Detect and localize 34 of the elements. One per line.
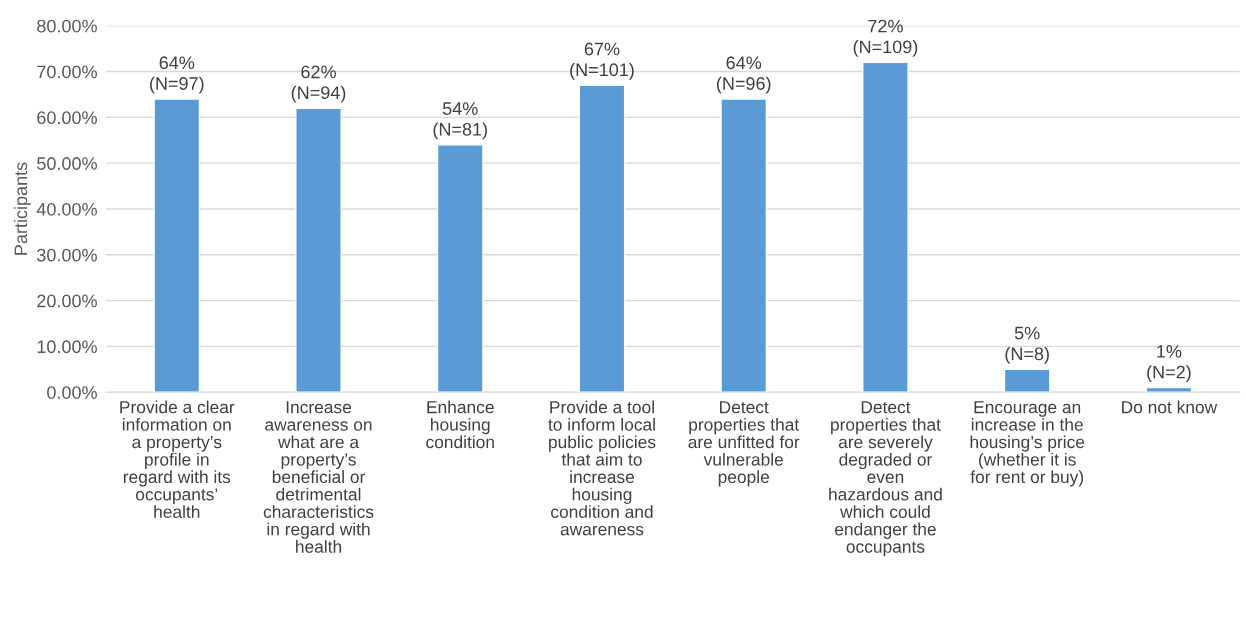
x-tick-label: Enhance housing condition: [426, 400, 494, 449]
bar: [578, 84, 626, 393]
data-label: 1% (N=2): [1147, 345, 1191, 383]
bar: [153, 98, 201, 393]
bar: [720, 98, 768, 393]
data-label: 62% (N=94): [291, 65, 346, 103]
x-tick-label: Provide a clear information on a property’s profile in regard with its occupants’ health: [120, 400, 235, 518]
bar: [1003, 368, 1051, 393]
category-label: Detect properties that are severely degraded or even hazardous and which could endanger the occupants: [829, 401, 942, 557]
x-tick-label: Detect properties that are unfitted for vulnerable people: [688, 401, 800, 487]
y-axis-title: Participants: [13, 162, 31, 255]
bar: [295, 107, 342, 393]
bar: [862, 61, 909, 393]
category-label: Increase awareness on what are a property’s beneficial or detrimental characteristics in regard with health: [263, 401, 374, 553]
data-label: 64% (N=96): [716, 56, 771, 94]
y-tick-label: 70.00%: [37, 65, 97, 79]
y-tick-label: 10.00%: [37, 340, 97, 354]
y-tick-label: 30.00%: [37, 248, 97, 262]
x-tick-label: Encourage an increase in the housing’s price (whether it is for rent or buy): [970, 401, 1085, 487]
data-label: 54% (N=81): [433, 102, 487, 140]
bar: [436, 144, 484, 393]
data-label: 64% (N=97): [150, 56, 204, 94]
y-tick-label: 20.00%: [37, 294, 97, 308]
y-tick-label: 0.00%: [47, 386, 97, 399]
data-label: 5% (N=8): [1005, 326, 1049, 364]
data-label: 67% (N=101): [570, 42, 634, 80]
bar: [1145, 386, 1193, 393]
y-tick-label: 50.00%: [37, 157, 97, 170]
y-tick-label: 60.00%: [37, 111, 97, 125]
x-tick-label: Provide a tool to inform local public policies that aim to increase housing condition and awareness: [548, 400, 656, 536]
y-tick-label: 80.00%: [37, 19, 97, 33]
y-tick-label: 40.00%: [36, 202, 97, 216]
x-tick-label: Do not know: [1122, 400, 1218, 414]
data-label: 72% (N=109): [853, 19, 918, 57]
